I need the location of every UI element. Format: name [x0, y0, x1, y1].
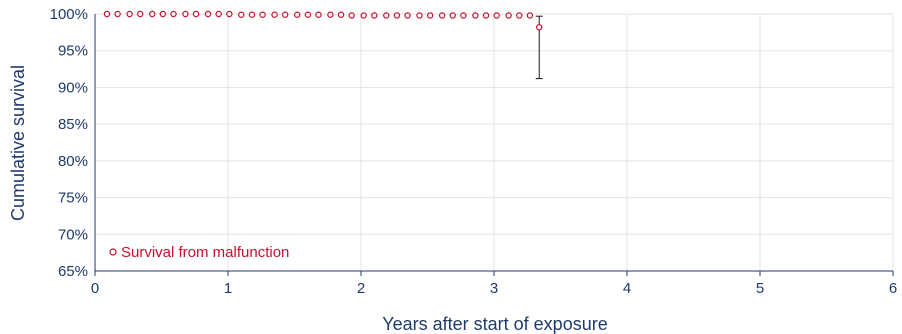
x-tick-label: 6 — [889, 280, 897, 297]
y-tick-label: 90% — [58, 79, 88, 96]
data-point — [393, 12, 401, 19]
y-axis: 65% 70% 75% 80% 85% 90% 95% 100% — [50, 6, 96, 280]
data-point — [482, 12, 490, 19]
data-point — [460, 12, 467, 19]
data-point — [360, 12, 367, 19]
y-tick-label: 95% — [58, 43, 88, 60]
data-point — [526, 12, 534, 19]
data-point — [281, 11, 289, 18]
data-point — [505, 12, 512, 19]
x-tick-label: 0 — [91, 280, 99, 297]
data-point — [293, 11, 301, 18]
y-axis-title: Cumulative survival — [8, 65, 28, 221]
data-point — [226, 10, 233, 18]
data-point — [148, 10, 156, 18]
data-point — [438, 12, 446, 19]
y-tick-label: 100% — [50, 6, 88, 23]
data-point — [383, 12, 390, 19]
x-axis-title: Years after start of exposure — [382, 314, 607, 334]
legend: Survival from malfunction — [109, 244, 289, 261]
data-point — [536, 24, 543, 31]
data-point — [493, 12, 500, 19]
x-axis: 0 1 2 3 4 5 6 — [91, 270, 897, 297]
data-point — [327, 11, 334, 18]
legend-label: Survival from malfunction — [121, 244, 289, 261]
data-point — [170, 10, 177, 18]
data-point — [103, 10, 111, 18]
data-point — [137, 10, 144, 18]
data-point — [348, 12, 355, 19]
data-point — [192, 10, 200, 18]
data-point — [472, 12, 479, 19]
y-tick-label: 85% — [58, 116, 88, 133]
legend-marker — [109, 248, 117, 256]
data-point — [315, 11, 322, 18]
data-point — [516, 12, 523, 19]
data-point — [426, 12, 434, 19]
grid-lines — [95, 13, 894, 272]
x-tick-label: 4 — [623, 280, 631, 297]
data-point — [182, 10, 189, 18]
data-point — [215, 10, 222, 18]
data-points — [103, 10, 543, 31]
x-tick-label: 2 — [357, 280, 365, 297]
y-tick-label: 70% — [58, 226, 88, 243]
data-point — [159, 10, 167, 18]
data-point — [238, 11, 245, 18]
data-point — [371, 12, 378, 19]
data-point — [259, 11, 266, 18]
data-point — [404, 12, 411, 19]
data-point — [416, 12, 423, 19]
y-tick-label: 75% — [58, 190, 88, 207]
data-point — [126, 10, 133, 18]
x-tick-label: 5 — [756, 280, 764, 297]
data-point — [304, 11, 311, 18]
y-tick-label: 65% — [58, 263, 88, 280]
data-point — [248, 11, 256, 18]
data-point — [449, 12, 456, 19]
data-point — [114, 10, 121, 18]
data-point — [204, 10, 212, 18]
x-tick-label: 3 — [490, 280, 498, 297]
x-tick-label: 1 — [224, 280, 232, 297]
y-tick-label: 80% — [58, 153, 88, 170]
data-point — [337, 11, 345, 18]
data-point — [271, 11, 278, 18]
